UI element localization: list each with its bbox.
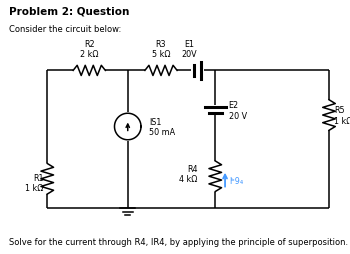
Text: Iᵇ9₄: Iᵇ9₄ <box>229 176 243 185</box>
Text: R4
4 kΩ: R4 4 kΩ <box>179 164 198 184</box>
Text: IS1
50 mA: IS1 50 mA <box>149 117 176 137</box>
Text: E1
20V: E1 20V <box>181 40 197 59</box>
Text: R5
1 kΩ: R5 1 kΩ <box>334 106 350 125</box>
Text: Problem 2: Question: Problem 2: Question <box>9 6 129 16</box>
Text: R3
5 kΩ: R3 5 kΩ <box>152 40 170 59</box>
Text: R2
2 kΩ: R2 2 kΩ <box>80 40 98 59</box>
Text: E2
20 V: E2 20 V <box>229 101 247 120</box>
Text: Solve for the current through R4, IR4, by applying the principle of superpositio: Solve for the current through R4, IR4, b… <box>9 237 348 246</box>
Text: Consider the circuit below:: Consider the circuit below: <box>9 25 121 34</box>
Text: R1
1 kΩ: R1 1 kΩ <box>25 173 44 193</box>
